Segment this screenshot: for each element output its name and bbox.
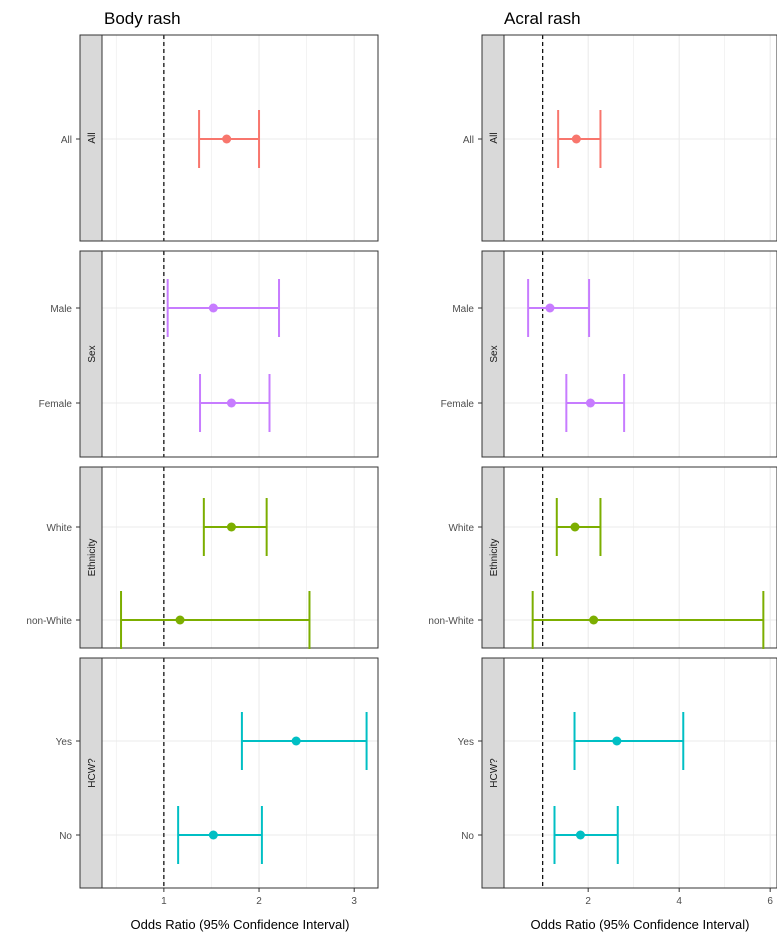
point-estimate	[545, 303, 555, 313]
point-estimate	[226, 398, 236, 408]
point-estimate	[208, 303, 218, 313]
panel-border	[101, 250, 379, 458]
y-tick-label: White	[46, 523, 72, 534]
chart-0: All All Sex Male Female Ethnicity White non-Whi…	[26, 34, 379, 907]
facet-1-1: Sex Male Female	[441, 250, 777, 458]
x-tick-label: 2	[256, 896, 262, 907]
point-estimate	[589, 615, 599, 625]
facet-strip-label: HCW?	[87, 758, 98, 788]
y-tick-label: White	[448, 523, 474, 534]
y-tick-label: non-White	[428, 616, 474, 627]
panel-border	[101, 657, 379, 889]
point-estimate	[571, 134, 581, 144]
facet-1-2: Ethnicity White non-White	[428, 466, 777, 649]
y-tick-label: Yes	[458, 737, 474, 748]
panel-background	[504, 251, 777, 457]
chart-1: All All Sex Male Female Ethnicity White non-Whi…	[428, 34, 777, 907]
panel-border	[101, 466, 379, 649]
y-tick-label: No	[59, 831, 72, 842]
facet-strip-label: Ethnicity	[87, 539, 98, 577]
facet-strip-label: Sex	[87, 345, 98, 362]
facet-1-3: HCW? Yes No	[458, 657, 777, 889]
x-tick-label: 2	[585, 896, 591, 907]
panel-background	[504, 467, 777, 648]
facet-strip-label: Ethnicity	[489, 539, 500, 577]
point-estimate	[226, 522, 236, 532]
panel-border	[503, 250, 777, 458]
panel-background	[504, 35, 777, 241]
y-tick-label: Female	[441, 399, 475, 410]
facet-strip-label: Sex	[489, 345, 500, 362]
chart-title-acral-rash: Acral rash	[504, 9, 581, 28]
y-tick-label: non-White	[26, 616, 72, 627]
panel-border	[503, 466, 777, 649]
facet-strip-label: All	[87, 132, 98, 143]
panel-background	[102, 658, 378, 888]
y-tick-label: Yes	[56, 737, 72, 748]
facet-strip-label: All	[489, 132, 500, 143]
facet-0-1: Sex Male Female	[39, 250, 379, 458]
x-axis-label-body-rash: Odds Ratio (95% Confidence Interval)	[131, 917, 350, 932]
facet-strip-label: HCW?	[489, 758, 500, 788]
panel-background	[102, 251, 378, 457]
y-tick-label: Male	[50, 304, 72, 315]
panel-border	[503, 34, 777, 242]
x-axis-label-acral-rash: Odds Ratio (95% Confidence Interval)	[531, 917, 750, 932]
x-tick-label: 4	[676, 896, 682, 907]
facet-1-0: All All	[463, 34, 777, 242]
panel-background	[102, 467, 378, 648]
point-estimate	[175, 615, 185, 625]
point-estimate	[291, 736, 301, 746]
x-tick-label: 3	[351, 896, 357, 907]
plots-layer: All All Sex Male Female Ethnicity White non-Whi…	[26, 34, 777, 907]
point-estimate	[612, 736, 622, 746]
y-tick-label: Male	[452, 304, 474, 315]
y-tick-label: No	[461, 831, 474, 842]
y-tick-label: Female	[39, 399, 73, 410]
panel-border	[503, 657, 777, 889]
panel-border	[101, 34, 379, 242]
facet-0-0: All All	[61, 34, 379, 242]
x-tick-label: 6	[767, 896, 773, 907]
point-estimate	[570, 522, 580, 532]
y-tick-label: All	[61, 135, 72, 146]
panel-background	[504, 658, 777, 888]
facet-0-2: Ethnicity White non-White	[26, 466, 379, 649]
y-tick-label: All	[463, 135, 474, 146]
point-estimate	[575, 830, 585, 840]
point-estimate	[585, 398, 595, 408]
point-estimate	[222, 134, 232, 144]
chart-title-body-rash: Body rash	[104, 9, 181, 28]
point-estimate	[208, 830, 218, 840]
facet-0-3: HCW? Yes No	[56, 657, 379, 889]
x-tick-label: 1	[161, 896, 167, 907]
